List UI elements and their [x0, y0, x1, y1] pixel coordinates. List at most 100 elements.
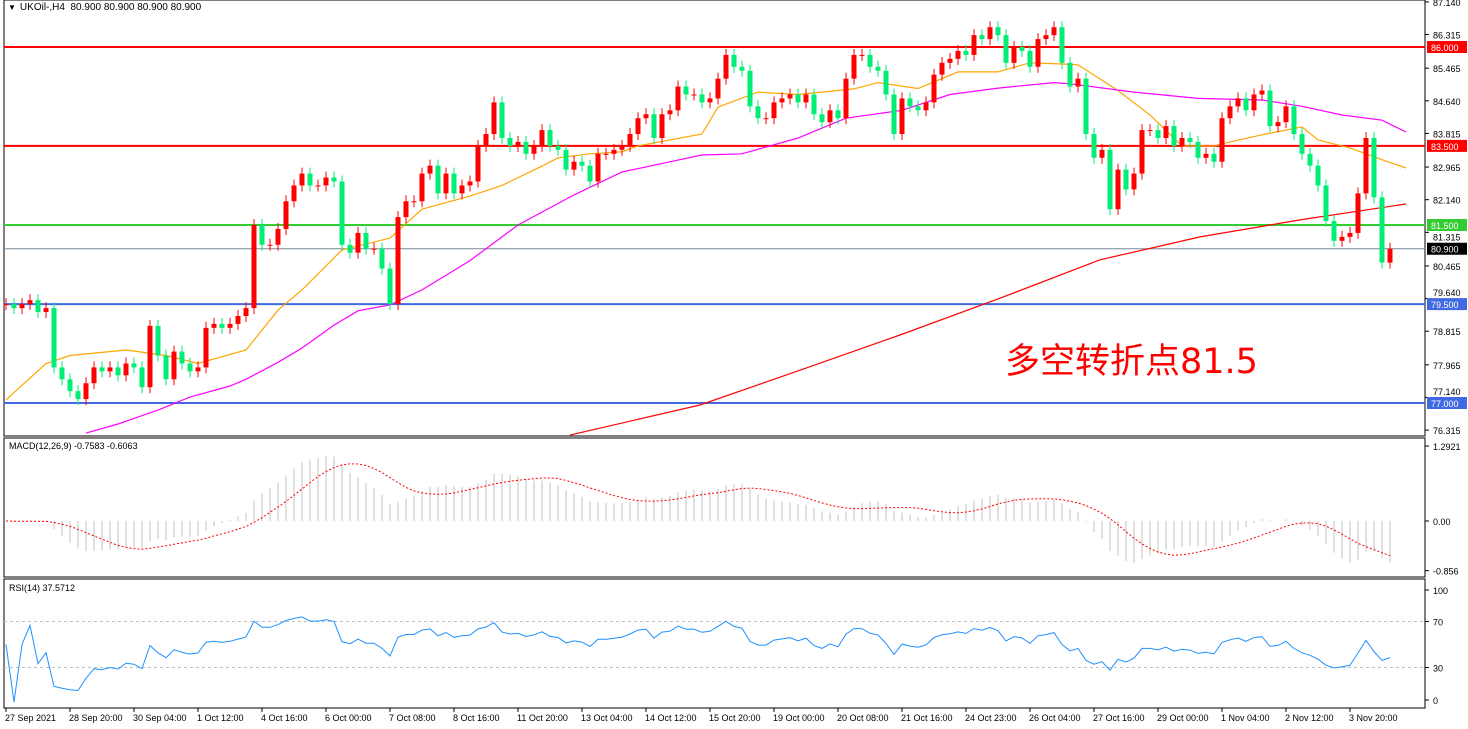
- candle-body: [211, 323, 217, 328]
- candle: [251, 219, 257, 315]
- time-tick-label: 14 Oct 12:00: [645, 713, 697, 723]
- candle-body: [155, 325, 161, 356]
- time-tick-label: 24 Oct 23:00: [965, 713, 1017, 723]
- candle: [715, 72, 721, 105]
- candle: [1291, 100, 1297, 141]
- candle-body: [715, 78, 721, 99]
- candle: [1347, 226, 1353, 243]
- candle: [147, 319, 153, 394]
- candle-body: [1075, 78, 1081, 87]
- candle-body: [187, 363, 193, 372]
- time-tick-label: 1 Oct 12:00: [197, 713, 244, 723]
- candle-body: [931, 74, 937, 103]
- candle: [1051, 21, 1057, 42]
- candle: [347, 238, 353, 259]
- price-tick-label: 84.640: [1433, 97, 1461, 107]
- candle: [235, 309, 241, 330]
- macd-tick-label: 0.00: [1433, 517, 1451, 527]
- candles: [3, 21, 1393, 406]
- candle-body: [979, 35, 985, 40]
- candle: [1267, 84, 1273, 133]
- rsi-label: RSI(14) 37.5712: [9, 583, 76, 593]
- candle-body: [755, 106, 761, 119]
- candle-body: [347, 244, 353, 253]
- candle: [627, 128, 633, 152]
- price-tick-label: 77.140: [1433, 387, 1461, 397]
- candle-body: [891, 94, 897, 135]
- candle: [643, 108, 649, 125]
- candle: [1115, 163, 1121, 216]
- axes: 87.140 86.315 85.465 84.640 83.815 82.965 82.1…: [5, 0, 1467, 723]
- candle: [323, 171, 329, 192]
- time-tick-label: 29 Oct 00:00: [1157, 713, 1209, 723]
- candle-body: [1307, 153, 1313, 166]
- candle-body: [1379, 197, 1385, 263]
- candle-body: [459, 185, 465, 194]
- candle: [259, 219, 265, 251]
- candle-body: [307, 173, 313, 186]
- candle-body: [619, 145, 625, 150]
- time-tick-label: 3 Nov 20:00: [1349, 713, 1398, 723]
- ma-slow-line: [569, 203, 1407, 436]
- candle: [195, 361, 201, 378]
- candle-body: [507, 137, 513, 146]
- candle-body: [1115, 169, 1121, 210]
- level-price-tag: [1427, 41, 1467, 53]
- candle-body: [1171, 126, 1177, 146]
- candle: [1203, 147, 1209, 164]
- level-price-label: 79.500: [1431, 300, 1459, 310]
- candle: [635, 112, 641, 141]
- candle: [1259, 84, 1265, 101]
- candle: [1067, 56, 1073, 93]
- candle: [547, 124, 553, 152]
- candle-body: [1315, 165, 1321, 186]
- candle: [531, 139, 537, 160]
- candle: [1027, 44, 1033, 73]
- candle-body: [1107, 149, 1113, 210]
- candle-body: [907, 98, 913, 107]
- price-tick-label: 82.140: [1433, 196, 1461, 206]
- candle-body: [331, 177, 337, 182]
- macd-pane: [5, 456, 1391, 564]
- candle: [819, 108, 825, 129]
- candle: [619, 139, 625, 156]
- candle: [1091, 128, 1097, 164]
- price-tick-label: 87.140: [1433, 0, 1461, 8]
- rsi-tick-label: 100: [1433, 586, 1448, 596]
- candle: [227, 317, 233, 334]
- candle: [243, 302, 249, 322]
- rsi-tick-label: 0: [1433, 696, 1438, 706]
- candle: [1331, 215, 1337, 247]
- time-tick-label: 19 Oct 00:00: [773, 713, 825, 723]
- candle-body: [147, 325, 153, 388]
- candle: [11, 298, 17, 315]
- candle: [291, 179, 297, 208]
- candle: [675, 80, 681, 117]
- candle-body: [571, 161, 577, 170]
- candle: [43, 302, 49, 319]
- annotation-text[interactable]: 多空转折点81.5: [1005, 342, 1258, 382]
- candle-body: [1123, 169, 1129, 190]
- level-price-label: 80.900: [1431, 245, 1459, 255]
- candle: [979, 29, 985, 46]
- time-tick-label: 20 Oct 08:00: [837, 713, 889, 723]
- candle: [1035, 33, 1041, 73]
- candle: [1355, 187, 1361, 239]
- candle: [131, 357, 137, 374]
- candle: [467, 175, 473, 192]
- price-tick-label: 85.465: [1433, 64, 1461, 74]
- candle-body: [1043, 35, 1049, 40]
- candle-body: [707, 98, 713, 103]
- candle-body: [83, 383, 89, 400]
- candle: [419, 167, 425, 208]
- candle: [435, 159, 441, 200]
- candle-body: [739, 66, 745, 71]
- time-tick-label: 1 Nov 04:00: [1221, 713, 1270, 723]
- candle: [515, 135, 521, 152]
- ma-mid-line: [85, 81, 1407, 434]
- candle: [451, 167, 457, 200]
- pane-frames: [3, 0, 1426, 709]
- dropdown-triangle-icon[interactable]: ▼: [8, 3, 16, 12]
- candle-body: [467, 181, 473, 186]
